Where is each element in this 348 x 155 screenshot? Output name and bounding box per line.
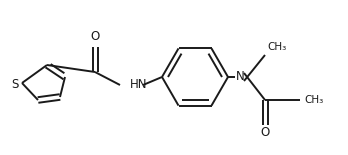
Text: N: N — [236, 71, 244, 84]
Text: CH₃: CH₃ — [304, 95, 323, 105]
Text: S: S — [11, 78, 19, 91]
Text: O: O — [260, 126, 270, 140]
Text: HN: HN — [130, 78, 148, 91]
Text: CH₃: CH₃ — [267, 42, 286, 52]
Text: O: O — [90, 31, 100, 44]
